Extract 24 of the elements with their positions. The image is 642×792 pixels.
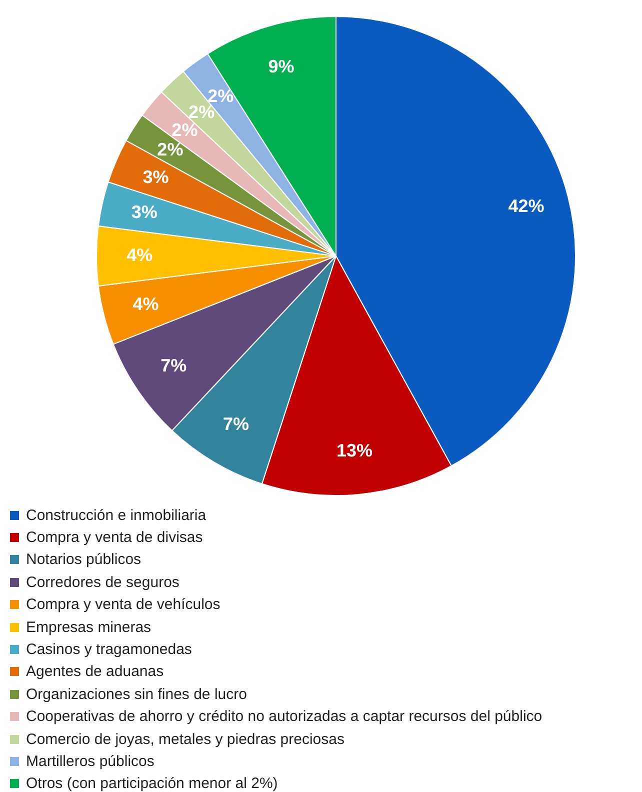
legend-label: Construcción e inmobiliaria bbox=[26, 506, 206, 524]
legend-label: Cooperativas de ahorro y crédito no autorizadas a captar recursos del público bbox=[26, 708, 542, 726]
data-label: 3% bbox=[131, 202, 158, 222]
data-label: 4% bbox=[132, 294, 159, 314]
data-label: 42% bbox=[508, 196, 544, 216]
data-label: 9% bbox=[268, 56, 294, 76]
legend-label: Notarios públicos bbox=[26, 551, 142, 568]
legend-label: Compra y venta de vehículos bbox=[26, 596, 220, 614]
legend-label: Compra y venta de divisas bbox=[26, 529, 203, 546]
data-label: 7% bbox=[160, 355, 187, 376]
data-label: 3% bbox=[142, 166, 169, 187]
legend-label: Martilleros públicos bbox=[26, 752, 154, 770]
legend-label: Agentes de aduanas bbox=[26, 663, 164, 680]
legend-label: Otros (con participación menor al 2%) bbox=[26, 775, 278, 792]
legend-label: Corredores de seguros bbox=[26, 574, 180, 591]
legend-label: Organizaciones sin fines de lucro bbox=[26, 686, 247, 703]
legend-label: Comercio de joyas, metales y piedras preciosas bbox=[26, 730, 344, 748]
data-label: 13% bbox=[336, 440, 372, 460]
legend-label: Empresas mineras bbox=[26, 618, 152, 636]
legend-label: Casinos y tragamonedas bbox=[26, 641, 192, 658]
data-label: 2% bbox=[172, 120, 198, 140]
data-label: 2% bbox=[157, 140, 184, 160]
data-label: 4% bbox=[126, 244, 153, 265]
data-label: 7% bbox=[223, 414, 250, 434]
